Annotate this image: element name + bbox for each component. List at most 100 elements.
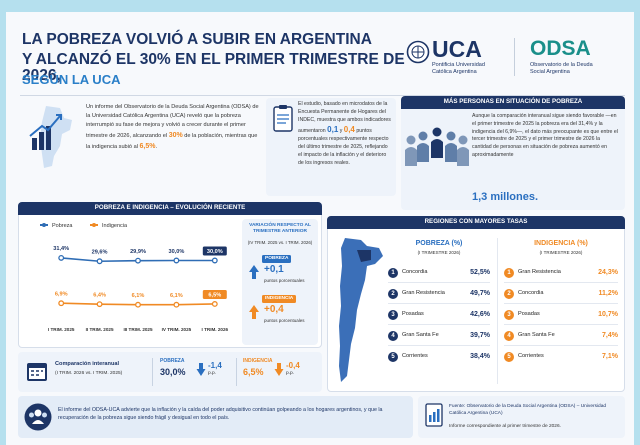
arrow-up <box>249 265 259 279</box>
data-point <box>211 301 218 307</box>
icon-shape <box>56 114 62 120</box>
legend-label: Indigencia <box>102 223 128 229</box>
line-chart: Pobreza Indigencia I TRIM. 2025 II TRIM. 20… <box>40 223 229 332</box>
calendar-icon <box>27 363 47 381</box>
icon-shape <box>431 139 443 158</box>
interannual-subtitle: (I TRIM. 2026 vs. I TRIM. 2025) <box>55 371 123 376</box>
region-value: 7,1% <box>602 353 618 360</box>
data-point <box>173 301 180 308</box>
odsa-logo: ODSA <box>530 37 591 60</box>
row-divider <box>388 324 490 325</box>
study-highlight: 0,4 <box>343 125 355 135</box>
interannual-title: Comparación interanual <box>55 361 120 367</box>
study-paragraph: El estudio, basado en microdatos de la E… <box>298 101 393 168</box>
value-label: 31,4% <box>53 246 69 252</box>
study-text: puntos porcentuales respectivamente resp… <box>298 128 389 166</box>
icon-shape <box>42 412 47 418</box>
intro-text: de la población, mientras que la indigen… <box>86 132 258 150</box>
row-divider <box>388 345 490 346</box>
value-label: 30,0% <box>168 249 184 255</box>
value-label-box <box>202 246 227 256</box>
icon-shape <box>249 265 259 279</box>
icon-shape <box>40 106 72 168</box>
intro-text: . <box>155 144 158 150</box>
interannual-panel <box>18 352 322 392</box>
icon-shape <box>196 363 206 376</box>
variation-panel <box>242 219 318 345</box>
interannual-value: 6,5% <box>243 367 264 377</box>
variation-label: POBREZA <box>262 255 292 263</box>
odsa-subtitle: Observatorio de la Deuda <box>530 62 593 68</box>
study-highlight: 0,1 <box>327 125 339 135</box>
source-text: Fuente: Observatorio de la Deuda Social … <box>449 404 607 417</box>
region-value: 49,7% <box>470 290 490 297</box>
intro-paragraph: Un informe del Observatorio de la Deuda … <box>86 103 262 152</box>
data-point <box>58 254 65 261</box>
icon-shape <box>446 131 456 141</box>
study-text: El estudio, basado en microdatos de la E… <box>298 101 391 135</box>
clipboard-icon <box>273 105 293 132</box>
value-label: 6,4% <box>93 292 106 298</box>
icon-shape <box>29 368 45 379</box>
people-title: MÁS PERSONAS EN SITUACIÓN DE POBREZA <box>443 98 583 105</box>
region-value: 10,7% <box>598 311 618 318</box>
region-name: Corrientes <box>518 353 544 359</box>
regions-column-title: POBREZA (%) <box>415 240 463 247</box>
icon-shape <box>279 105 287 109</box>
value-label: 6,9% <box>55 292 68 298</box>
chart-title: POBREZA E INDIGENCIA – EVOLUCIÓN RECIENT… <box>94 204 246 211</box>
data-point <box>173 257 180 264</box>
people-header-bar <box>401 96 625 109</box>
region-name: Corrientes <box>402 353 428 359</box>
region-value: 52,5% <box>470 269 490 276</box>
rank-badge: 1 <box>504 268 514 278</box>
row-divider <box>388 282 490 283</box>
legend-swatch <box>42 223 46 227</box>
icon-shape <box>406 135 416 145</box>
interannual-divider <box>236 358 237 386</box>
region-name: Gran Santa Fe <box>518 332 555 338</box>
uca-subtitle: Pontificia Universidad <box>432 62 485 68</box>
rank-badge: 1 <box>388 268 398 278</box>
footer-panel <box>18 396 413 438</box>
variation-subtitle: (IV TRIM. 2025 vs. I TRIM. 2026) <box>247 240 313 245</box>
x-tick-label: IV TRIM. 2025 <box>162 327 192 332</box>
argentina-map <box>339 238 383 382</box>
legend-swatch <box>92 223 96 227</box>
regions-column-title: INDIGENCIA (%) <box>534 240 588 247</box>
arrow-down <box>274 363 284 376</box>
region-name: Gran Resistencia <box>518 269 561 275</box>
icon-shape <box>417 143 429 162</box>
variation-label: INDIGENCIA <box>262 295 297 303</box>
x-tick-label: I TRIM. 2026 <box>202 327 229 332</box>
region-name: Concordia <box>402 269 428 275</box>
icon-shape <box>29 412 34 418</box>
rank-badge: 4 <box>388 331 398 341</box>
rank-badge: 5 <box>504 352 514 362</box>
interannual-value: 30,0% <box>160 367 186 377</box>
row-divider <box>388 303 490 304</box>
regions-column-divider <box>497 238 498 384</box>
value-label: 29,9% <box>130 249 146 255</box>
row-divider <box>504 282 618 283</box>
region-name: Gran Resistencia <box>402 290 445 296</box>
icon-shape <box>457 147 469 166</box>
regions-column-subtitle: (I TRIMESTRE 2026) <box>539 250 583 255</box>
region-value: 39,7% <box>470 332 490 339</box>
icon-shape <box>32 138 37 150</box>
icon-shape <box>34 409 42 417</box>
data-point <box>135 301 141 308</box>
interannual-unit: p.p. <box>208 371 217 376</box>
regions-column-subtitle: (I TRIMESTRE 2026) <box>417 250 461 255</box>
icon-shape <box>445 143 457 162</box>
interannual-unit: p.p. <box>286 371 295 376</box>
rank-badge: 2 <box>388 289 398 299</box>
icon-shape <box>458 135 468 145</box>
data-point <box>135 257 141 264</box>
icon-shape <box>432 127 442 137</box>
title-line: Y ALCANZÓ EL 30% EN EL PRIMER TRIMESTRE … <box>22 51 405 84</box>
uca-subtitle: Católica Argentina <box>432 69 477 75</box>
icon-shape <box>405 147 417 166</box>
icon-shape <box>418 131 428 141</box>
